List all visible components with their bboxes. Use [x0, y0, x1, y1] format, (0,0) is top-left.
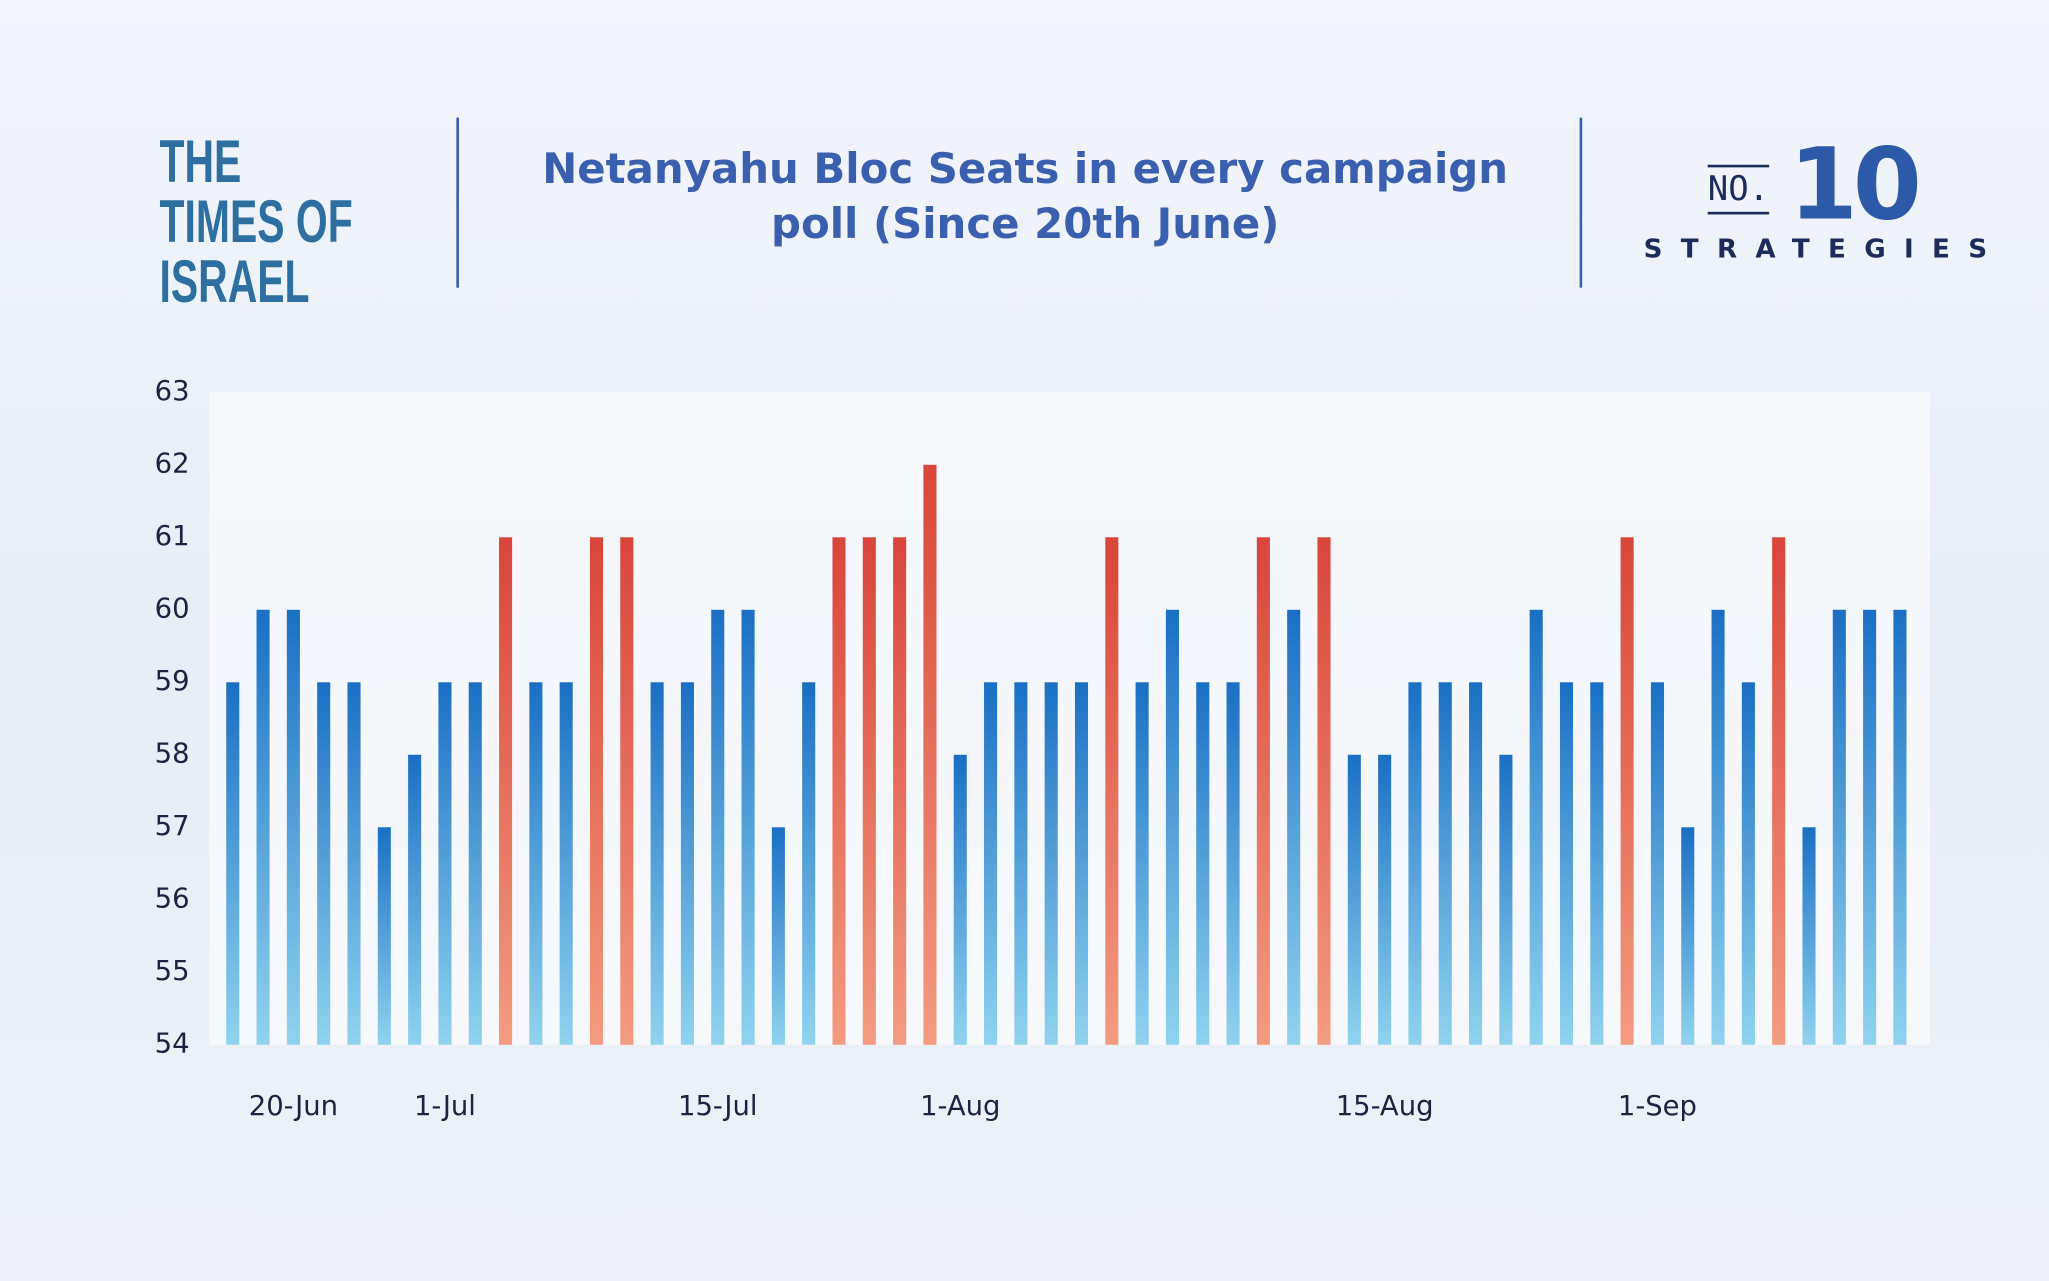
y-tick-label: 63 [155, 376, 190, 407]
bar [286, 609, 300, 1045]
y-tick-label: 61 [155, 521, 190, 552]
bar [1074, 682, 1089, 1045]
y-tick-label: 54 [155, 1028, 190, 1059]
bar [832, 537, 846, 1045]
bar [1378, 754, 1392, 1045]
y-tick-label: 55 [155, 956, 190, 987]
x-tick-label: 20-Jun [249, 1091, 338, 1122]
bar [1317, 537, 1331, 1045]
x-tick-label: 1-Sep [1618, 1091, 1697, 1122]
y-tick-label: 59 [155, 666, 190, 697]
bar [1681, 827, 1695, 1045]
bar [802, 682, 816, 1045]
x-tick-label: 15-Aug [1336, 1091, 1434, 1122]
bar [1165, 609, 1179, 1045]
bar [1044, 682, 1058, 1045]
bar [953, 754, 967, 1045]
bar [1832, 609, 1846, 1045]
y-tick-label: 62 [155, 448, 190, 479]
bar [468, 682, 482, 1045]
bar [1620, 537, 1634, 1045]
bar [893, 537, 907, 1045]
x-tick-label: 1-Aug [920, 1091, 1000, 1122]
x-tick-label: 1-Jul [414, 1091, 476, 1122]
bar [226, 682, 240, 1045]
x-tick-label: 15-Jul [678, 1091, 757, 1122]
bar [1287, 609, 1301, 1045]
bar [1772, 537, 1786, 1045]
bar [984, 682, 998, 1045]
bar [1650, 682, 1664, 1045]
bar [1499, 754, 1513, 1045]
divider [1579, 117, 1583, 288]
bar [1469, 682, 1483, 1045]
bar [771, 827, 785, 1045]
logo: THE TIMES OF ISRAEL [159, 126, 353, 316]
y-tick-label: 56 [155, 883, 190, 914]
bar [559, 682, 573, 1045]
bar [1256, 537, 1270, 1045]
bar [1711, 609, 1725, 1045]
bar [1196, 682, 1210, 1045]
y-tick-label: 60 [155, 593, 190, 624]
bar [862, 537, 876, 1045]
y-tick-label: 58 [155, 738, 190, 769]
brand-name: STRATEGIES [1643, 232, 2006, 265]
bar [1802, 827, 1816, 1045]
bar [1408, 682, 1422, 1045]
bar [680, 682, 694, 1045]
bar [408, 754, 422, 1045]
bar [1529, 609, 1543, 1045]
bar [1105, 537, 1119, 1045]
bar [1590, 682, 1604, 1045]
chart-title: Netanyahu Bloc Seats in every campaign p… [542, 143, 1509, 249]
bar [1863, 609, 1877, 1045]
bar [1226, 682, 1240, 1045]
bar [650, 682, 664, 1045]
y-tick-label: 57 [155, 811, 190, 842]
bar [741, 609, 755, 1045]
bar [317, 682, 331, 1045]
bar [529, 682, 543, 1045]
bar [1893, 609, 1907, 1045]
bar [438, 682, 452, 1045]
brand-prefix: NO. [1707, 164, 1770, 215]
bar [347, 682, 361, 1045]
bar [499, 537, 513, 1045]
plot-area [209, 392, 1931, 1045]
bar [377, 827, 391, 1045]
bar [1014, 682, 1028, 1045]
bar [589, 537, 604, 1045]
bar [1559, 682, 1574, 1045]
bar [256, 609, 270, 1045]
bar [1438, 682, 1452, 1045]
bar [620, 537, 634, 1045]
divider [456, 117, 459, 288]
bar [1135, 682, 1149, 1045]
bar [923, 464, 937, 1045]
bar [1741, 682, 1755, 1045]
bar [711, 609, 725, 1045]
bar [1347, 754, 1361, 1045]
brand-number: 10 [1788, 125, 1922, 242]
